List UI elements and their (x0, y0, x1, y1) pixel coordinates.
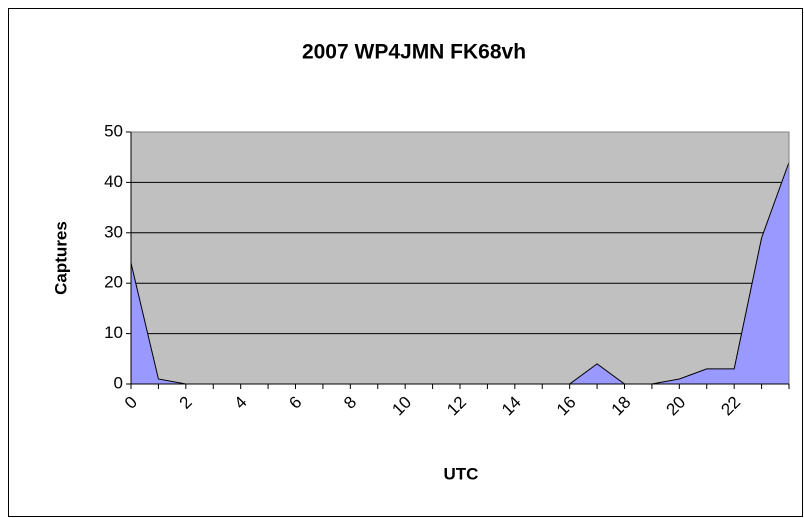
y-tick-label: 30 (104, 222, 123, 241)
y-tick-label: 20 (104, 273, 123, 292)
plot-area (131, 132, 789, 384)
y-tick-label: 0 (114, 373, 123, 392)
y-tick-label: 10 (104, 323, 123, 342)
y-axis-label: Captures (51, 221, 70, 295)
y-tick-label: 40 (104, 172, 123, 191)
chart-title: 2007 WP4JMN FK68vh (302, 41, 526, 64)
y-tick-label: 50 (104, 121, 123, 140)
x-axis-label: UTC (444, 464, 479, 483)
